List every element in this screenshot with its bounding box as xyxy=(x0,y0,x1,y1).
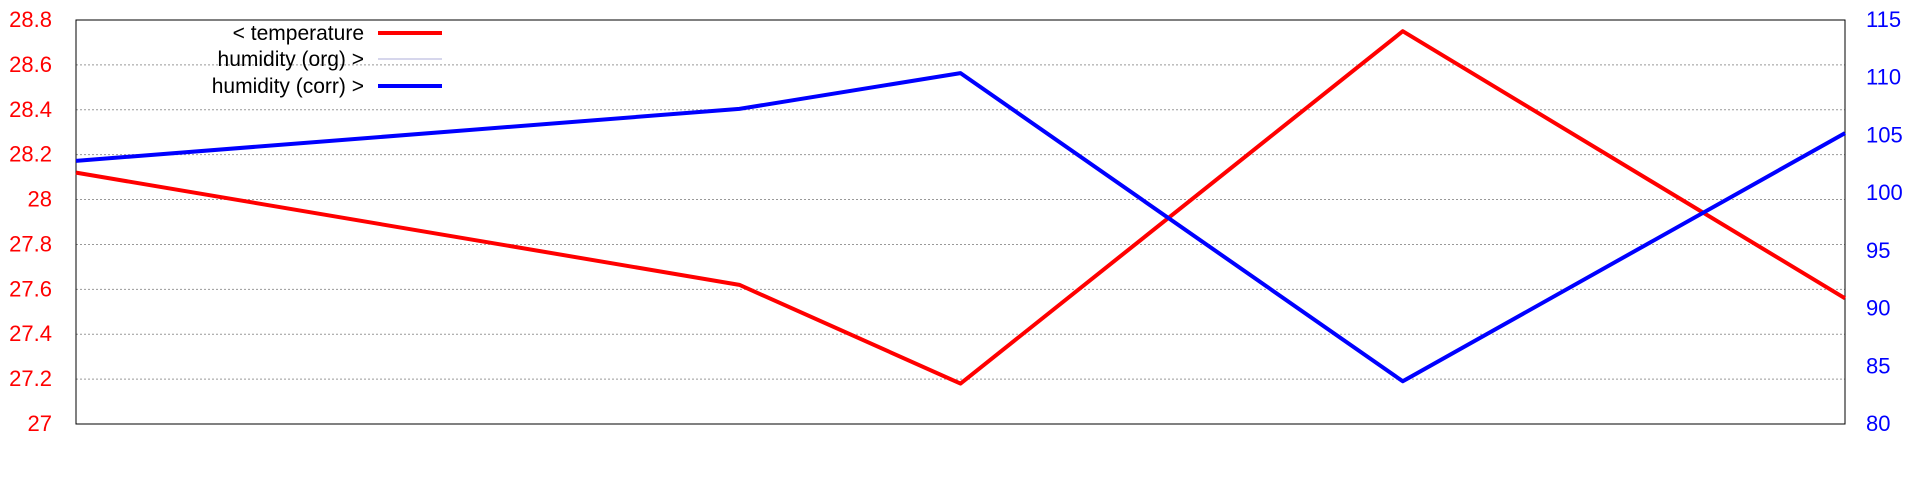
legend-label: humidity (corr) > xyxy=(212,75,364,98)
left-axis-tick-label: 28.4 xyxy=(9,97,52,122)
right-axis-tick-label: 115 xyxy=(1866,7,1901,32)
right-axis-tick-label: 90 xyxy=(1866,296,1890,321)
left-axis-tick-label: 27.2 xyxy=(9,366,52,391)
series-line-1 xyxy=(75,29,1847,386)
left-axis-tick-label: 28.2 xyxy=(9,142,52,167)
plot-frame xyxy=(75,19,1846,425)
legend-label: < temperature xyxy=(233,22,364,45)
left-axis-tick-label: 27.4 xyxy=(9,321,52,346)
left-axis-tick-label: 28.6 xyxy=(9,52,52,77)
left-axis-tick-label: 28.8 xyxy=(9,7,52,32)
right-axis-tick-label: 110 xyxy=(1866,65,1901,90)
right-axis-tick-label: 80 xyxy=(1866,411,1890,436)
legend: < temperature humidity (org) > humidity (c… xyxy=(212,22,442,98)
left-axis-tick-label: 27.8 xyxy=(9,231,52,256)
left-axis-tick-labels: 27 27.2 27.4 27.6 27.8 28 28.2 28.4 28.6 28.8 xyxy=(9,7,52,436)
right-axis-tick-label: 105 xyxy=(1866,122,1903,147)
left-axis-tick-label: 27 xyxy=(28,411,52,436)
series-line-3 xyxy=(75,71,1846,384)
left-axis-tick-label: 28 xyxy=(28,187,52,212)
right-axis-tick-label: 85 xyxy=(1866,353,1890,378)
right-axis-tick-label: 95 xyxy=(1866,238,1890,263)
legend-label: humidity (org) > xyxy=(218,48,364,71)
right-axis-tick-label: 100 xyxy=(1866,180,1903,205)
left-axis-tick-label: 27.6 xyxy=(9,276,52,301)
series-lines xyxy=(75,29,1847,386)
right-axis-tick-labels: 80 85 90 95 100 105 110 115 xyxy=(1866,7,1903,436)
gridlines xyxy=(76,64,1845,380)
